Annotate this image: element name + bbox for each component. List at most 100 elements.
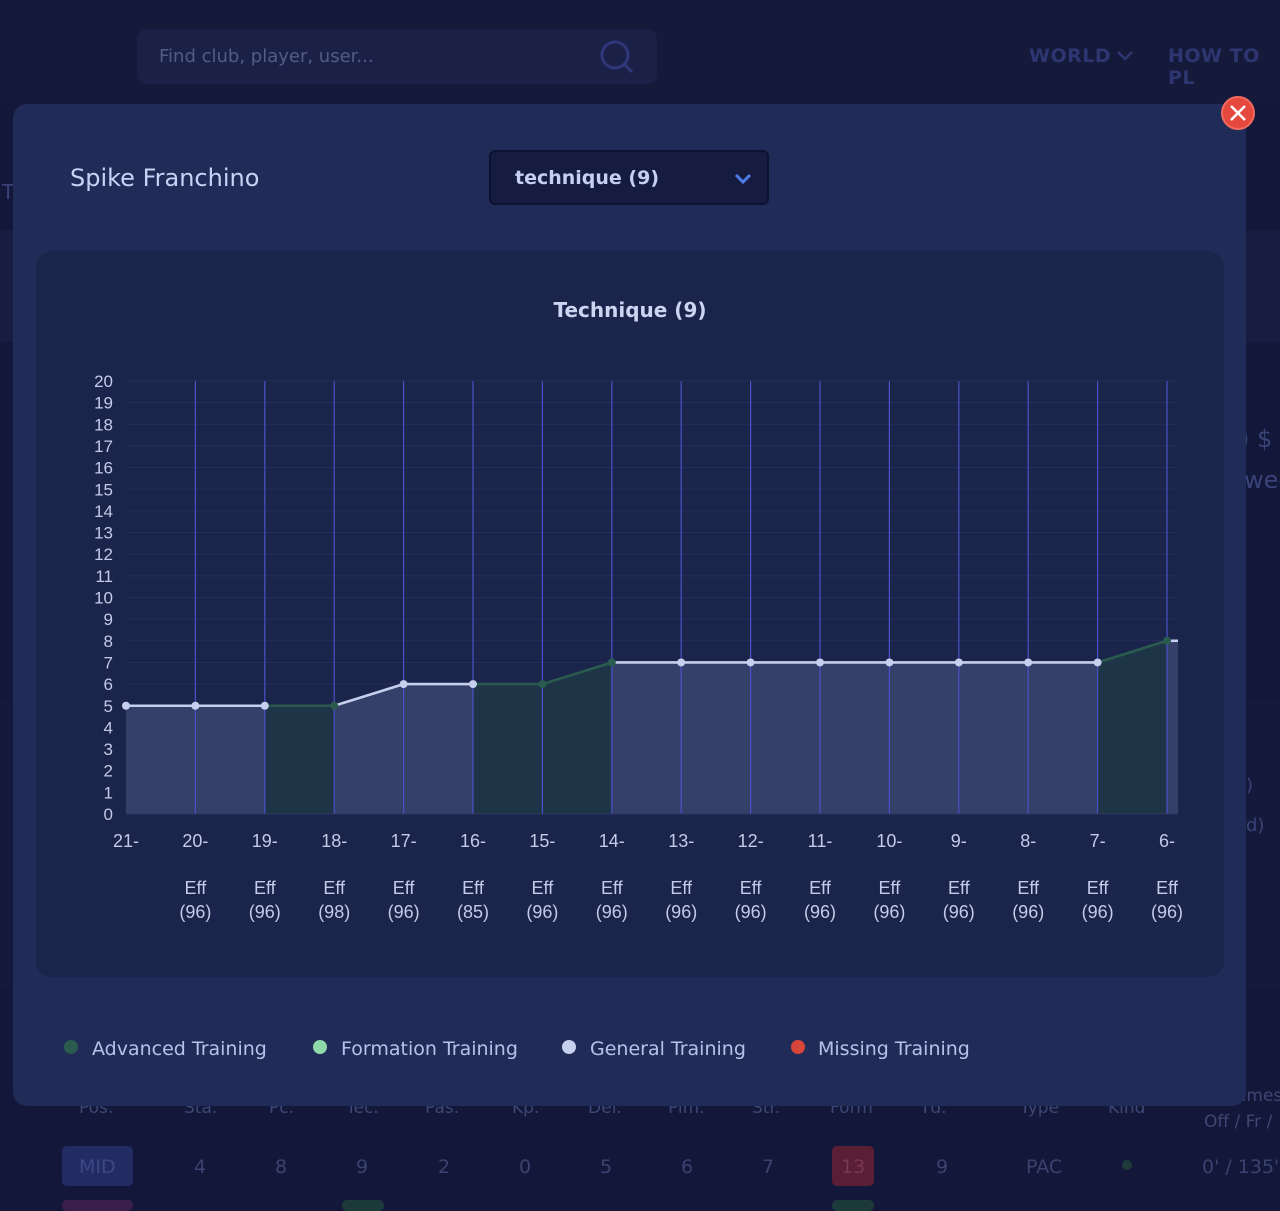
data-point bbox=[746, 658, 755, 667]
efficiency-label: Eff bbox=[809, 878, 832, 898]
y-tick-label: 7 bbox=[104, 653, 113, 672]
x-tick-label: 15- bbox=[529, 831, 555, 851]
legend-formation[interactable]: Formation Training bbox=[341, 1038, 518, 1060]
x-tick-label: 17- bbox=[391, 831, 417, 851]
efficiency-label: Eff bbox=[601, 878, 624, 898]
x-tick-label: 6- bbox=[1159, 831, 1175, 851]
y-tick-label: 13 bbox=[94, 524, 113, 543]
cell-pim: 6 bbox=[681, 1156, 694, 1178]
search-bar[interactable]: Find club, player, user... bbox=[137, 29, 657, 84]
x-tick-label: 9- bbox=[951, 831, 967, 851]
data-point bbox=[260, 701, 269, 710]
efficiency-value: (96) bbox=[526, 902, 558, 922]
efficiency-value: (96) bbox=[1012, 902, 1044, 922]
efficiency-value: (85) bbox=[457, 902, 489, 922]
area-segment bbox=[473, 684, 543, 814]
search-icon[interactable] bbox=[599, 39, 635, 75]
chart-title: Technique (9) bbox=[553, 298, 706, 322]
efficiency-label: Eff bbox=[462, 878, 485, 898]
data-point bbox=[1024, 658, 1033, 667]
chevron-down-icon bbox=[734, 173, 752, 185]
efficiency-value: (96) bbox=[596, 902, 628, 922]
area-segment bbox=[681, 662, 751, 814]
area-segment bbox=[889, 662, 959, 814]
area-segment bbox=[1028, 662, 1098, 814]
data-point bbox=[330, 701, 339, 710]
efficiency-value: (96) bbox=[873, 902, 905, 922]
y-tick-label: 12 bbox=[94, 545, 113, 564]
data-point bbox=[954, 658, 963, 667]
efficiency-label: Eff bbox=[948, 878, 971, 898]
efficiency-value: (96) bbox=[249, 902, 281, 922]
cell-form: 13 bbox=[841, 1156, 866, 1178]
pos-badge bbox=[62, 1200, 133, 1211]
area-segment bbox=[750, 662, 820, 814]
efficiency-label: Eff bbox=[1156, 878, 1179, 898]
area-segment bbox=[542, 662, 612, 814]
cell-type: PAC bbox=[1026, 1156, 1063, 1178]
y-tick-label: 20 bbox=[94, 372, 113, 391]
top-header: Find club, player, user... WORLD HOW TO … bbox=[0, 0, 1280, 104]
data-point bbox=[122, 701, 130, 710]
bg-left-letter: T bbox=[2, 180, 15, 204]
efficiency-label: Eff bbox=[740, 878, 763, 898]
legend-advanced[interactable]: Advanced Training bbox=[92, 1038, 267, 1060]
y-tick-label: 17 bbox=[94, 437, 113, 456]
legend-missing[interactable]: Missing Training bbox=[818, 1038, 970, 1060]
player-name: Spike Franchino bbox=[70, 164, 260, 192]
bg-side-paren: d) bbox=[1246, 815, 1265, 836]
efficiency-label: Eff bbox=[879, 878, 902, 898]
data-point bbox=[1163, 636, 1171, 645]
data-point bbox=[469, 680, 477, 689]
y-tick-label: 6 bbox=[104, 675, 113, 694]
efficiency-label: Eff bbox=[670, 878, 693, 898]
y-tick-label: 11 bbox=[95, 567, 113, 586]
y-tick-label: 16 bbox=[94, 459, 113, 478]
attribute-select[interactable]: technique (9) bbox=[489, 150, 769, 205]
efficiency-value: (96) bbox=[665, 902, 697, 922]
cell-pos: MID bbox=[79, 1156, 116, 1178]
y-tick-label: 0 bbox=[104, 805, 113, 824]
y-tick-label: 10 bbox=[94, 589, 113, 608]
cell-games: 0' / 135' bbox=[1202, 1156, 1280, 1178]
cell-pas: 2 bbox=[438, 1156, 451, 1178]
legend-dot-missing bbox=[791, 1040, 805, 1054]
cell-def: 5 bbox=[600, 1156, 613, 1178]
y-tick-label: 9 bbox=[104, 610, 113, 629]
x-tick-label: 10- bbox=[876, 831, 902, 851]
area-segment bbox=[403, 684, 473, 814]
legend-dot-advanced bbox=[64, 1040, 78, 1054]
efficiency-value: (96) bbox=[1151, 902, 1183, 922]
efficiency-value: (96) bbox=[943, 902, 975, 922]
cell-str: 7 bbox=[762, 1156, 775, 1178]
area-segment bbox=[1097, 640, 1167, 814]
y-tick-label: 1 bbox=[104, 783, 113, 802]
area-segment bbox=[126, 705, 196, 814]
series-line-segment bbox=[1097, 639, 1168, 664]
data-point bbox=[677, 658, 686, 667]
nav-how-to-play[interactable]: HOW TO PL bbox=[1168, 45, 1260, 89]
efficiency-value: (96) bbox=[735, 902, 767, 922]
technique-chart: Technique (9)012345678910111213141516171… bbox=[94, 298, 1183, 922]
x-tick-label: 13- bbox=[668, 831, 694, 851]
x-tick-label: 7- bbox=[1090, 831, 1106, 851]
y-tick-label: 4 bbox=[104, 718, 113, 737]
search-input[interactable]: Find club, player, user... bbox=[159, 46, 374, 67]
y-tick-label: 14 bbox=[94, 502, 113, 521]
area-segment bbox=[264, 705, 335, 814]
cell-tec: 9 bbox=[356, 1156, 369, 1178]
efficiency-value: (96) bbox=[388, 902, 420, 922]
legend-dot-general bbox=[562, 1040, 576, 1054]
x-tick-label: 11- bbox=[808, 831, 833, 851]
area-segment bbox=[820, 662, 890, 814]
close-icon bbox=[1230, 105, 1246, 121]
y-tick-label: 2 bbox=[104, 762, 113, 781]
kind-dot bbox=[1122, 1160, 1132, 1170]
cell-td: 9 bbox=[936, 1156, 949, 1178]
close-button[interactable] bbox=[1221, 96, 1255, 130]
y-tick-label: 3 bbox=[104, 740, 113, 759]
nav-world[interactable]: WORLD bbox=[1029, 45, 1112, 67]
legend-general[interactable]: General Training bbox=[590, 1038, 746, 1060]
area-segment bbox=[958, 662, 1029, 814]
efficiency-label: Eff bbox=[323, 878, 346, 898]
